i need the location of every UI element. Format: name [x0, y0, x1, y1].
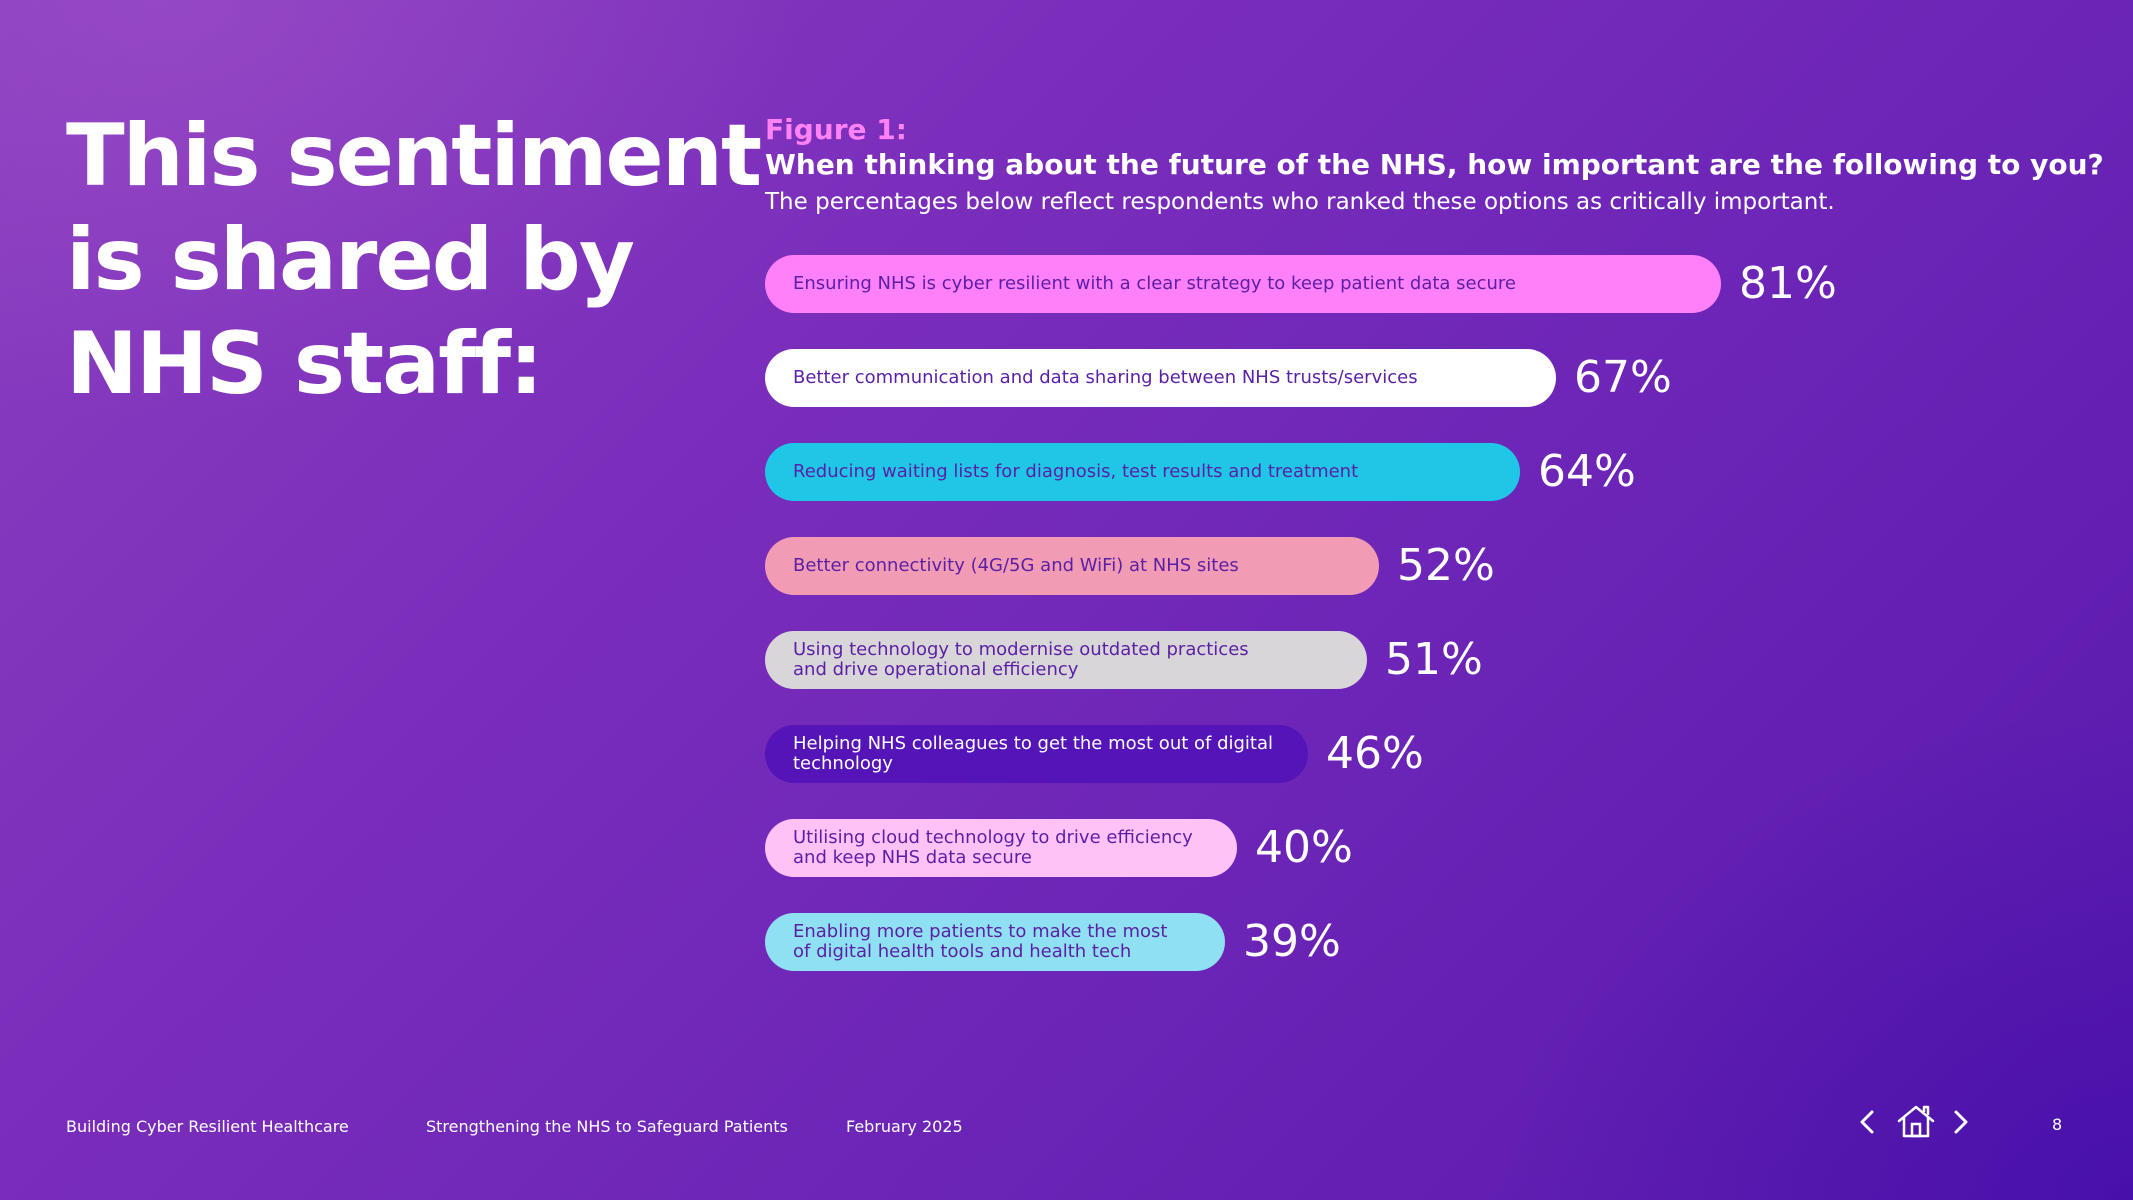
- bar-value-label: 40%: [1255, 822, 1353, 873]
- bar-chart: Ensuring NHS is cyber resilient with a c…: [765, 255, 2065, 975]
- bar-value-label: 52%: [1397, 540, 1495, 591]
- footer-report-subtitle: Strengthening the NHS to Safeguard Patie…: [426, 1117, 788, 1136]
- bar-value-label: 39%: [1243, 916, 1341, 967]
- footer-report-title: Building Cyber Resilient Healthcare: [66, 1117, 349, 1136]
- bar: Ensuring NHS is cyber resilient with a c…: [765, 255, 1721, 313]
- bar-label: Ensuring NHS is cyber resilient with a c…: [793, 273, 1516, 294]
- bar: Helping NHS colleagues to get the most o…: [765, 725, 1308, 783]
- bar: Enabling more patients to make the most …: [765, 913, 1225, 971]
- headline-line-3: NHS staff:: [66, 314, 543, 414]
- page-headline: This sentiment is shared by NHS staff:: [66, 104, 762, 416]
- home-button[interactable]: [1894, 1102, 1938, 1142]
- bar-label: Enabling more patients to make the most …: [793, 921, 1168, 962]
- headline-line-1: This sentiment: [66, 106, 762, 206]
- chevron-left-icon: [1860, 1110, 1874, 1134]
- bar-label: Using technology to modernise outdated p…: [793, 639, 1249, 680]
- bar: Utilising cloud technology to drive effi…: [765, 819, 1237, 877]
- figure-subtitle: The percentages below reflect respondent…: [765, 189, 1835, 215]
- bar-value-label: 67%: [1574, 352, 1672, 403]
- previous-page-button[interactable]: [1848, 1102, 1888, 1142]
- figure-label: Figure 1:: [765, 113, 907, 146]
- bar-value-label: 51%: [1385, 634, 1483, 685]
- bar-label: Reducing waiting lists for diagnosis, te…: [793, 461, 1359, 482]
- bar-label: Helping NHS colleagues to get the most o…: [793, 733, 1274, 774]
- bar-value-label: 81%: [1739, 258, 1837, 309]
- footer-date: February 2025: [846, 1117, 963, 1136]
- home-icon: [1897, 1105, 1935, 1138]
- bar: Using technology to modernise outdated p…: [765, 631, 1367, 689]
- bar: Better communication and data sharing be…: [765, 349, 1556, 407]
- bar: Reducing waiting lists for diagnosis, te…: [765, 443, 1520, 501]
- bar: Better connectivity (4G/5G and WiFi) at …: [765, 537, 1379, 595]
- bar-label: Better connectivity (4G/5G and WiFi) at …: [793, 555, 1239, 576]
- chevron-right-icon: [1954, 1110, 1968, 1134]
- bar-label: Better communication and data sharing be…: [793, 367, 1418, 388]
- bar-value-label: 46%: [1326, 728, 1424, 779]
- page-number: 8: [2052, 1115, 2063, 1134]
- bar-value-label: 64%: [1538, 446, 1636, 497]
- next-page-button[interactable]: [1940, 1102, 1980, 1142]
- figure-question: When thinking about the future of the NH…: [765, 148, 2104, 181]
- headline-line-2: is shared by: [66, 210, 635, 310]
- bar-label: Utilising cloud technology to drive effi…: [793, 827, 1193, 868]
